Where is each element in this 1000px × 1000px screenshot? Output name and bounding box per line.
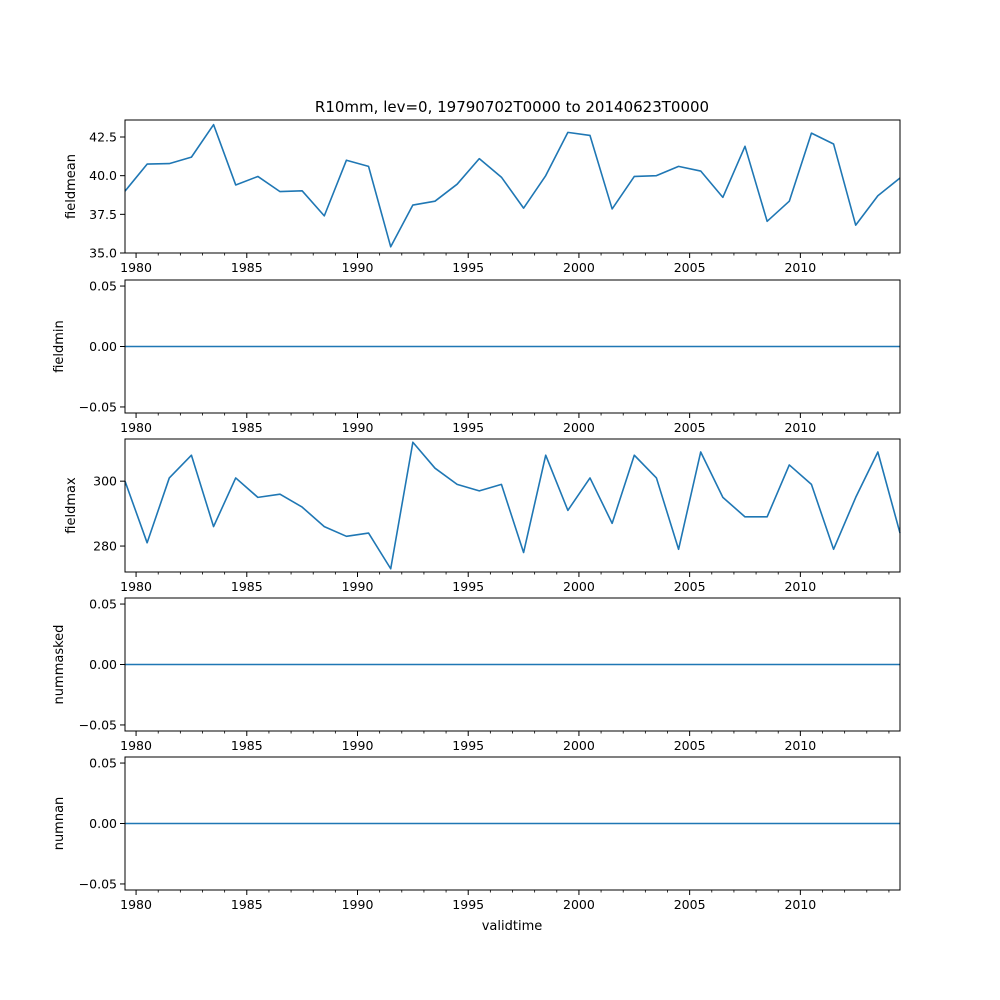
x-tick-label: 1995 bbox=[452, 260, 484, 275]
x-tick-label: 1985 bbox=[231, 897, 263, 912]
y-tick-label: 40.0 bbox=[89, 168, 117, 183]
y-tick-label: 0.00 bbox=[89, 816, 117, 831]
y-tick-label: 42.5 bbox=[89, 130, 117, 145]
x-tick-label: 2000 bbox=[563, 260, 595, 275]
x-tick-label: 1995 bbox=[452, 420, 484, 435]
x-tick-label: 2005 bbox=[674, 579, 706, 594]
y-tick-label: −0.05 bbox=[79, 717, 117, 732]
x-tick-label: 2005 bbox=[674, 260, 706, 275]
y-tick-label: 300 bbox=[93, 474, 117, 489]
x-tick-label: 2000 bbox=[563, 420, 595, 435]
x-tick-label: 1985 bbox=[231, 420, 263, 435]
x-tick-label: 1990 bbox=[342, 897, 374, 912]
y-tick-label: 37.5 bbox=[89, 207, 117, 222]
x-tick-label: 1995 bbox=[452, 738, 484, 753]
chart-title: R10mm, lev=0, 19790702T0000 to 20140623T… bbox=[315, 98, 709, 116]
x-tick-label: 1980 bbox=[120, 738, 152, 753]
x-tick-label: 2000 bbox=[563, 897, 595, 912]
x-tick-label: 2005 bbox=[674, 738, 706, 753]
x-tick-label: 1990 bbox=[342, 260, 374, 275]
y-tick-label: 0.00 bbox=[89, 657, 117, 672]
chart-panels: 1980 1985 1990 1995 2000 2005 2010 35.0 37.5 40.0… bbox=[52, 119, 901, 912]
x-axis-label: validtime bbox=[482, 919, 543, 934]
x-tick-label: 1990 bbox=[342, 738, 374, 753]
panel-numnan: 1980 1985 1990 1995 2000 2005 2010 −0.05 0.00 0.0… bbox=[52, 756, 901, 912]
x-tick-label: 1985 bbox=[231, 738, 263, 753]
x-tick-label: 1985 bbox=[231, 579, 263, 594]
x-tick-label: 2010 bbox=[784, 260, 816, 275]
panel-nummasked: 1980 1985 1990 1995 2000 2005 2010 −0.05 0.00 0.0… bbox=[52, 597, 901, 753]
x-tick-label: 1995 bbox=[452, 579, 484, 594]
panel-fieldmax: 1980 1985 1990 1995 2000 2005 2010 280 300 fieldm… bbox=[64, 438, 901, 594]
series-line-fieldmean bbox=[124, 123, 901, 248]
x-tick-label: 1990 bbox=[342, 420, 374, 435]
y-tick-label: 0.05 bbox=[89, 279, 117, 294]
x-tick-label: 2000 bbox=[563, 579, 595, 594]
x-tick-label: 1995 bbox=[452, 897, 484, 912]
x-tick-label: 1985 bbox=[231, 260, 263, 275]
x-tick-label: 1980 bbox=[120, 260, 152, 275]
panel-fieldmean: 1980 1985 1990 1995 2000 2005 2010 35.0 37.5 40.0… bbox=[64, 119, 901, 275]
x-tick-label: 2000 bbox=[563, 738, 595, 753]
y-axis-label-numnan: numnan bbox=[52, 797, 67, 851]
y-tick-label: −0.05 bbox=[79, 399, 117, 414]
x-tick-label: 2010 bbox=[784, 738, 816, 753]
x-tick-label: 2010 bbox=[784, 579, 816, 594]
y-tick-label: 0.05 bbox=[89, 756, 117, 771]
x-tick-label: 1980 bbox=[120, 897, 152, 912]
x-tick-label: 2005 bbox=[674, 897, 706, 912]
y-axis-label-fieldmean: fieldmean bbox=[64, 154, 79, 219]
y-axis-label-fieldmin: fieldmin bbox=[52, 320, 67, 373]
x-tick-label: 1990 bbox=[342, 579, 374, 594]
y-tick-label: 280 bbox=[93, 539, 117, 554]
x-tick-label: 1980 bbox=[120, 579, 152, 594]
x-tick-label: 2010 bbox=[784, 420, 816, 435]
series-line-fieldmax bbox=[124, 441, 901, 570]
y-tick-label: 0.05 bbox=[89, 597, 117, 612]
x-tick-label: 2005 bbox=[674, 420, 706, 435]
y-tick-label: −0.05 bbox=[79, 876, 117, 891]
x-tick-label: 2010 bbox=[784, 897, 816, 912]
y-axis-label-nummasked: nummasked bbox=[52, 625, 67, 705]
axes-frame bbox=[124, 438, 901, 573]
panel-fieldmin: 1980 1985 1990 1995 2000 2005 2010 −0.05 0.00 0.0… bbox=[52, 279, 901, 435]
y-axis-label-fieldmax: fieldmax bbox=[64, 477, 79, 534]
y-tick-label: 0.00 bbox=[89, 339, 117, 354]
axes-frame bbox=[124, 119, 901, 254]
x-tick-label: 1980 bbox=[120, 420, 152, 435]
y-tick-label: 35.0 bbox=[89, 246, 117, 261]
